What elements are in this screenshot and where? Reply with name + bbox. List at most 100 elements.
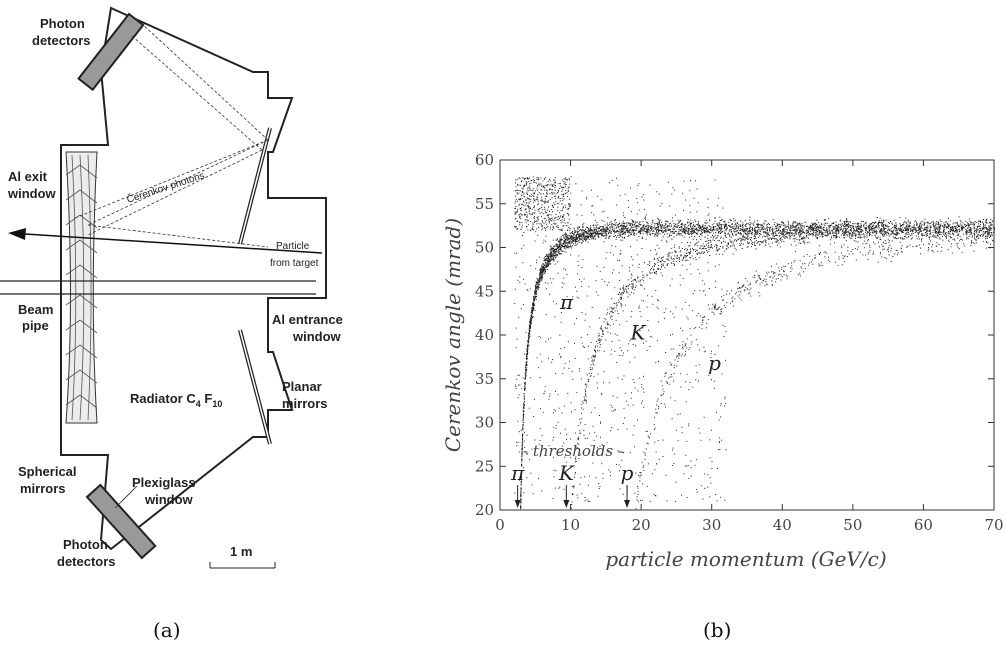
data-point [793, 235, 795, 237]
data-point [815, 223, 817, 225]
data-point [985, 228, 987, 230]
data-point [641, 236, 643, 238]
data-point [751, 234, 753, 236]
data-point [759, 231, 761, 233]
data-point [574, 231, 575, 233]
data-point [893, 227, 895, 229]
data-point [970, 227, 972, 229]
data-point [522, 441, 524, 443]
data-point [593, 232, 595, 234]
data-point [729, 225, 731, 227]
data-point [569, 240, 571, 242]
data-point [539, 277, 541, 278]
data-point [790, 224, 791, 226]
data-point [667, 233, 669, 235]
data-point [567, 237, 569, 239]
data-point [803, 227, 805, 229]
data-point [726, 225, 727, 227]
data-point [683, 228, 685, 230]
data-point [891, 232, 893, 234]
data-point [547, 268, 548, 270]
data-point [764, 245, 766, 247]
data-point [671, 238, 673, 240]
data-point [870, 226, 872, 228]
data-point [628, 234, 630, 236]
data-point [564, 241, 566, 243]
data-point [754, 227, 756, 229]
data-point [749, 242, 750, 244]
data-point [832, 232, 834, 234]
data-point [714, 235, 716, 237]
data-point [749, 226, 751, 228]
data-point [709, 255, 711, 256]
data-point [775, 242, 777, 243]
data-point [943, 222, 945, 224]
data-point [751, 232, 753, 234]
data-point [678, 247, 680, 249]
data-point [626, 291, 628, 293]
data-point [584, 388, 586, 390]
data-point [869, 234, 871, 236]
data-point [620, 225, 622, 226]
data-point [824, 225, 826, 226]
data-point [976, 229, 978, 231]
data-point [689, 245, 691, 247]
data-point [619, 291, 620, 293]
data-point [818, 226, 820, 228]
data-point [956, 226, 958, 228]
data-point [529, 322, 531, 324]
data-point [731, 223, 733, 225]
data-point [746, 234, 748, 235]
data-point [987, 234, 989, 236]
data-point [520, 487, 522, 489]
data-point [664, 261, 666, 263]
data-point [668, 252, 670, 254]
data-point [897, 237, 899, 239]
data-point [701, 245, 703, 247]
data-point [901, 225, 902, 226]
data-point [775, 228, 777, 230]
data-point [818, 233, 820, 235]
data-point [799, 232, 801, 234]
data-point [591, 373, 592, 375]
data-point [853, 226, 854, 228]
data-point [811, 229, 813, 231]
data-point [660, 227, 662, 229]
data-point [547, 257, 549, 259]
data-point [538, 284, 540, 286]
data-point [718, 248, 720, 250]
data-point [817, 231, 819, 232]
data-point [662, 224, 664, 226]
data-point [789, 228, 791, 230]
data-point [795, 244, 797, 246]
data-point [727, 244, 729, 245]
data-point [730, 226, 732, 228]
data-point [611, 227, 613, 228]
data-point [714, 220, 716, 222]
data-point [973, 228, 975, 230]
data-point [874, 223, 875, 224]
cerenkov-photon-rays [74, 22, 269, 248]
data-point [658, 220, 660, 222]
data-point [870, 228, 872, 230]
data-point [683, 229, 684, 231]
data-point [794, 240, 796, 242]
label-radiator: Radiator C4 F10 [130, 391, 222, 409]
data-point [884, 240, 886, 242]
data-point [759, 241, 761, 242]
data-point [895, 233, 896, 235]
data-point [829, 233, 831, 235]
data-point [651, 223, 653, 225]
data-point [952, 230, 954, 231]
data-point [705, 227, 707, 229]
data-point [724, 226, 725, 228]
data-point [964, 224, 966, 226]
data-point [750, 239, 751, 241]
data-point [692, 238, 694, 240]
data-point [605, 237, 607, 239]
data-point [607, 312, 608, 314]
data-point [893, 226, 895, 228]
data-point [864, 223, 866, 224]
data-point [540, 271, 542, 273]
data-point [522, 426, 524, 428]
